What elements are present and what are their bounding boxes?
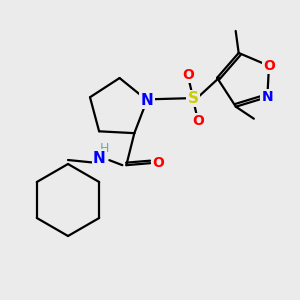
Text: O: O	[263, 59, 275, 73]
Text: N: N	[262, 90, 273, 104]
Text: O: O	[152, 156, 164, 170]
Text: H: H	[100, 142, 109, 155]
Text: N: N	[141, 93, 153, 108]
Text: N: N	[93, 151, 106, 166]
Text: O: O	[192, 114, 204, 128]
Text: O: O	[182, 68, 194, 82]
Text: S: S	[188, 91, 199, 106]
